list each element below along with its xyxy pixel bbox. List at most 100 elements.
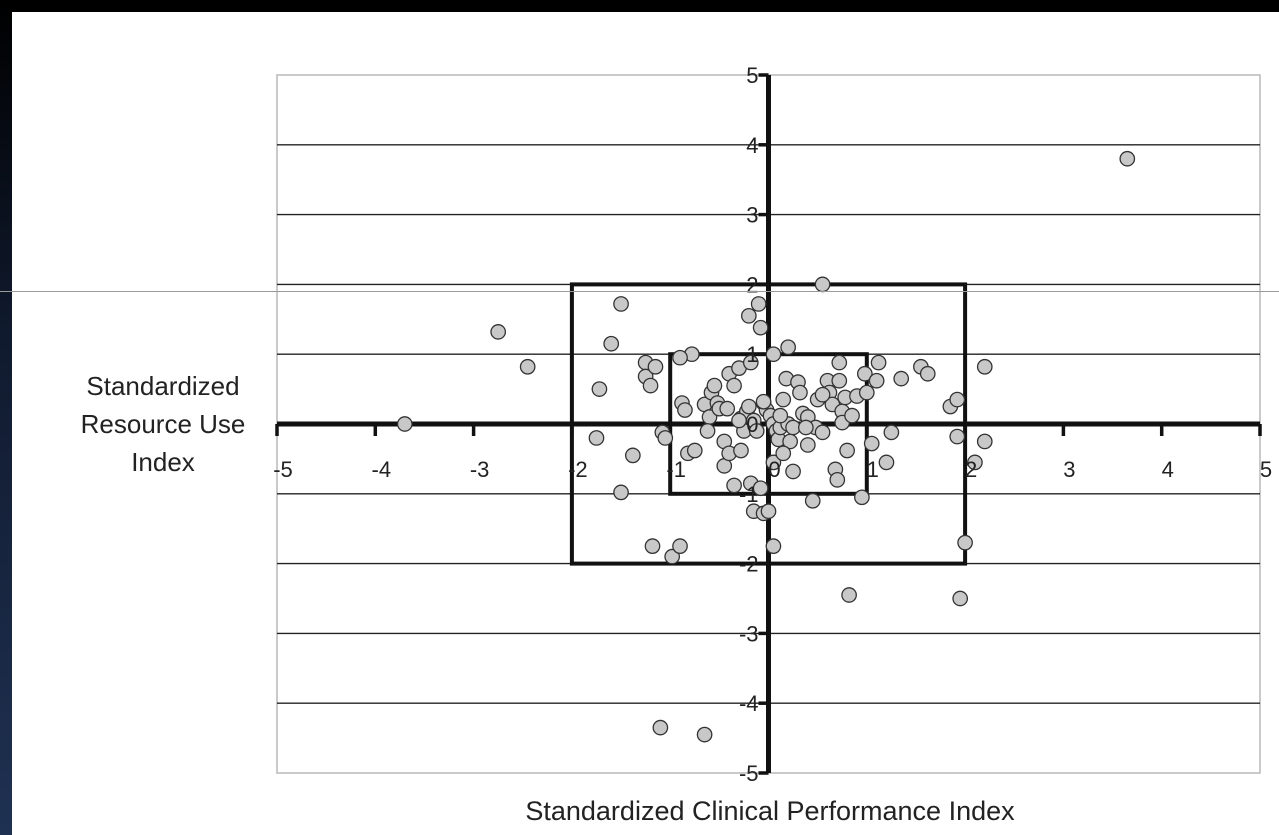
- y-tick-label: -5: [739, 761, 759, 786]
- data-point: [949, 428, 966, 445]
- data-point: [726, 377, 742, 394]
- x-tick-label: -5: [273, 457, 293, 482]
- y-tick-label: 1: [746, 342, 758, 367]
- data-point: [755, 393, 772, 410]
- data-point: [831, 372, 848, 389]
- data-points: [396, 150, 1136, 743]
- data-point: [976, 358, 993, 375]
- data-point: [740, 398, 757, 415]
- data-point: [706, 377, 723, 394]
- data-point: [672, 349, 688, 366]
- data-point: [742, 354, 759, 371]
- data-point: [740, 307, 757, 324]
- tick-labels: -5 -4 -3 -2 -1 0 1 2 3 4 5 5 4 3 2 1 0 -1 -2 -3 -4 -5: [273, 63, 1272, 786]
- data-point: [976, 433, 993, 450]
- data-point: [677, 402, 693, 418]
- data-point: [967, 454, 983, 471]
- data-point: [858, 384, 875, 401]
- data-point: [814, 424, 831, 441]
- data-point: [613, 484, 629, 501]
- slide-divider-line: [0, 291, 1279, 292]
- data-point: [664, 548, 681, 565]
- data-point: [775, 391, 792, 408]
- data-point: [657, 430, 674, 446]
- data-point: [588, 430, 605, 446]
- x-tick-label: 5: [1260, 457, 1272, 482]
- data-point: [748, 423, 765, 439]
- y-tick-label: -1: [739, 482, 759, 507]
- data-point: [652, 719, 669, 736]
- y-tick-label: 0: [746, 412, 758, 437]
- data-point: [765, 454, 782, 471]
- y-tick-label: 2: [746, 272, 758, 297]
- x-tick-label: 3: [1063, 457, 1075, 482]
- data-point: [798, 419, 814, 436]
- data-point: [841, 587, 857, 603]
- data-point: [644, 538, 661, 555]
- data-point: [799, 437, 816, 453]
- data-point: [854, 489, 870, 506]
- data-point: [765, 538, 782, 555]
- x-tick-label: -3: [470, 457, 490, 482]
- data-point: [775, 445, 792, 462]
- x-axis-label: Standardized Clinical Performance Index: [525, 796, 1015, 826]
- data-point: [613, 296, 629, 312]
- data-point: [726, 477, 742, 494]
- data-point: [642, 377, 659, 394]
- data-point: [844, 407, 860, 424]
- y-tick-label: -3: [739, 621, 759, 646]
- data-point: [814, 386, 831, 403]
- data-point: [624, 447, 641, 464]
- data-point: [686, 442, 703, 459]
- x-tick-label: -1: [666, 457, 686, 482]
- y-tick-label: -4: [739, 691, 759, 716]
- data-point: [785, 463, 801, 480]
- data-point: [696, 726, 713, 743]
- data-point: [733, 442, 749, 459]
- data-point: [870, 354, 887, 371]
- data-point: [893, 370, 910, 387]
- data-point: [603, 335, 620, 352]
- data-point: [719, 400, 736, 417]
- data-point: [883, 424, 900, 441]
- data-point: [831, 354, 848, 371]
- y-axis-label: Standardized Resource Use Index: [80, 371, 246, 477]
- data-point: [780, 339, 797, 356]
- data-point: [760, 503, 777, 520]
- data-point: [672, 538, 688, 555]
- data-point: [839, 442, 855, 459]
- data-point: [856, 365, 873, 382]
- data-point: [919, 365, 936, 382]
- data-point: [952, 590, 969, 607]
- data-point: [591, 381, 608, 397]
- data-point: [957, 534, 973, 551]
- x-tick-label: -2: [568, 457, 588, 482]
- data-point: [765, 346, 782, 363]
- x-tick-label: 0: [768, 457, 780, 482]
- data-point: [647, 358, 664, 375]
- left-edge-gradient: [0, 0, 12, 835]
- data-point: [750, 296, 767, 312]
- data-point: [878, 454, 895, 471]
- x-tick-label: 2: [965, 457, 977, 482]
- data-point: [1119, 150, 1136, 167]
- data-point: [829, 471, 846, 488]
- data-point: [814, 276, 831, 293]
- data-point: [863, 435, 880, 452]
- x-tick-label: 4: [1162, 457, 1174, 482]
- data-point: [792, 384, 808, 401]
- data-point: [396, 416, 413, 432]
- y-tick-label: -2: [739, 552, 759, 577]
- data-point: [731, 412, 747, 429]
- data-point: [868, 372, 885, 389]
- data-point: [752, 480, 769, 497]
- y-tick-label: 3: [746, 203, 758, 228]
- data-point: [949, 391, 966, 408]
- data-point: [804, 492, 821, 509]
- x-tick-label: 1: [867, 457, 879, 482]
- y-tick-label: 4: [746, 133, 758, 158]
- data-point: [490, 324, 507, 340]
- y-tick-label: 5: [746, 63, 758, 88]
- x-tick-label: -4: [372, 457, 392, 482]
